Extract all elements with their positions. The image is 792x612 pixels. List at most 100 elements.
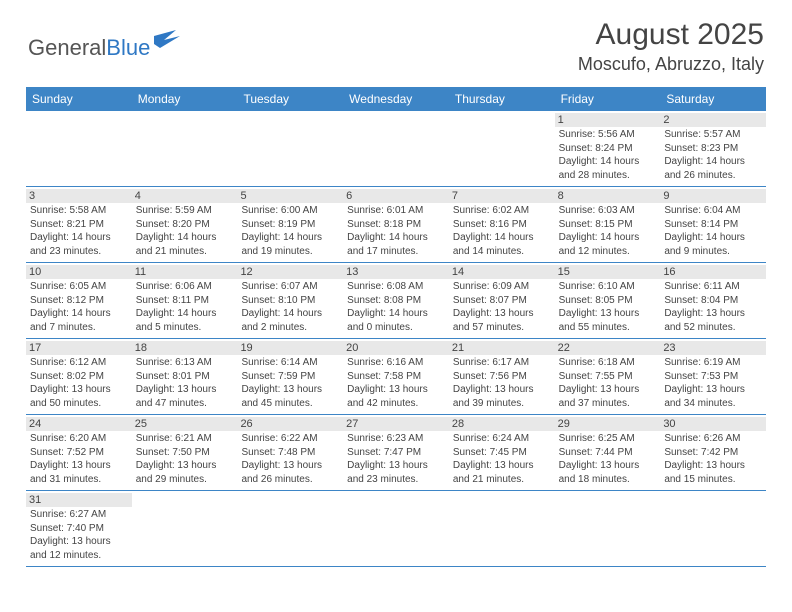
day-info-line: and 12 minutes. bbox=[30, 549, 128, 563]
day-info-line: Sunrise: 6:02 AM bbox=[453, 204, 551, 218]
day-info-line: Sunset: 8:21 PM bbox=[30, 218, 128, 232]
calendar-cell: 28Sunrise: 6:24 AMSunset: 7:45 PMDayligh… bbox=[449, 415, 555, 490]
calendar-row: 10Sunrise: 6:05 AMSunset: 8:12 PMDayligh… bbox=[26, 263, 766, 339]
day-info-line: Sunrise: 6:17 AM bbox=[453, 356, 551, 370]
calendar-cell: 22Sunrise: 6:18 AMSunset: 7:55 PMDayligh… bbox=[555, 339, 661, 414]
day-number: 30 bbox=[660, 417, 766, 431]
day-info-line: Sunset: 7:52 PM bbox=[30, 446, 128, 460]
day-info-line: and 14 minutes. bbox=[453, 245, 551, 259]
day-info: Sunrise: 5:56 AMSunset: 8:24 PMDaylight:… bbox=[559, 128, 657, 182]
day-info-line: Daylight: 13 hours bbox=[347, 383, 445, 397]
day-info-line: Daylight: 14 hours bbox=[241, 307, 339, 321]
day-info: Sunrise: 6:17 AMSunset: 7:56 PMDaylight:… bbox=[453, 356, 551, 410]
day-info-line: Sunset: 7:48 PM bbox=[241, 446, 339, 460]
calendar-cell: 5Sunrise: 6:00 AMSunset: 8:19 PMDaylight… bbox=[237, 187, 343, 262]
day-info-line: Sunset: 8:10 PM bbox=[241, 294, 339, 308]
month-title: August 2025 bbox=[578, 18, 764, 52]
day-info: Sunrise: 6:02 AMSunset: 8:16 PMDaylight:… bbox=[453, 204, 551, 258]
day-info-line: and 23 minutes. bbox=[30, 245, 128, 259]
calendar-body: .....1Sunrise: 5:56 AMSunset: 8:24 PMDay… bbox=[26, 111, 766, 567]
calendar-cell: 23Sunrise: 6:19 AMSunset: 7:53 PMDayligh… bbox=[660, 339, 766, 414]
calendar-cell: 18Sunrise: 6:13 AMSunset: 8:01 PMDayligh… bbox=[132, 339, 238, 414]
day-info-line: Sunset: 8:11 PM bbox=[136, 294, 234, 308]
day-info: Sunrise: 6:16 AMSunset: 7:58 PMDaylight:… bbox=[347, 356, 445, 410]
day-info-line: Sunrise: 5:58 AM bbox=[30, 204, 128, 218]
day-info-line: Daylight: 14 hours bbox=[559, 231, 657, 245]
day-info-line: Sunset: 8:08 PM bbox=[347, 294, 445, 308]
day-info-line: Daylight: 13 hours bbox=[241, 383, 339, 397]
calendar-cell: 4Sunrise: 5:59 AMSunset: 8:20 PMDaylight… bbox=[132, 187, 238, 262]
day-info-line: and 21 minutes. bbox=[136, 245, 234, 259]
day-info-line: Sunset: 8:05 PM bbox=[559, 294, 657, 308]
day-info-line: Sunset: 7:56 PM bbox=[453, 370, 551, 384]
day-info-line: Sunset: 7:44 PM bbox=[559, 446, 657, 460]
calendar-cell: 27Sunrise: 6:23 AMSunset: 7:47 PMDayligh… bbox=[343, 415, 449, 490]
day-info-line: Sunrise: 5:57 AM bbox=[664, 128, 762, 142]
day-number: 7 bbox=[449, 189, 555, 203]
day-info: Sunrise: 5:59 AMSunset: 8:20 PMDaylight:… bbox=[136, 204, 234, 258]
day-number: 2 bbox=[660, 113, 766, 127]
day-info-line: Sunrise: 6:00 AM bbox=[241, 204, 339, 218]
day-info-line: Daylight: 13 hours bbox=[453, 383, 551, 397]
day-info: Sunrise: 6:04 AMSunset: 8:14 PMDaylight:… bbox=[664, 204, 762, 258]
calendar-cell: 2Sunrise: 5:57 AMSunset: 8:23 PMDaylight… bbox=[660, 111, 766, 186]
day-info-line: and 52 minutes. bbox=[664, 321, 762, 335]
day-info-line: Sunrise: 6:24 AM bbox=[453, 432, 551, 446]
header: GeneralBlue August 2025 Moscufo, Abruzzo… bbox=[0, 0, 792, 83]
day-info: Sunrise: 6:09 AMSunset: 8:07 PMDaylight:… bbox=[453, 280, 551, 334]
day-info-line: and 28 minutes. bbox=[559, 169, 657, 183]
day-number: 17 bbox=[26, 341, 132, 355]
day-info-line: and 39 minutes. bbox=[453, 397, 551, 411]
day-info: Sunrise: 6:14 AMSunset: 7:59 PMDaylight:… bbox=[241, 356, 339, 410]
day-info: Sunrise: 6:07 AMSunset: 8:10 PMDaylight:… bbox=[241, 280, 339, 334]
day-info-line: Daylight: 13 hours bbox=[664, 459, 762, 473]
calendar-cell: 29Sunrise: 6:25 AMSunset: 7:44 PMDayligh… bbox=[555, 415, 661, 490]
calendar-cell: 16Sunrise: 6:11 AMSunset: 8:04 PMDayligh… bbox=[660, 263, 766, 338]
day-info-line: Sunrise: 6:07 AM bbox=[241, 280, 339, 294]
day-info: Sunrise: 5:58 AMSunset: 8:21 PMDaylight:… bbox=[30, 204, 128, 258]
day-info-line: Daylight: 13 hours bbox=[241, 459, 339, 473]
day-info-line: and 19 minutes. bbox=[241, 245, 339, 259]
day-info-line: Sunrise: 6:14 AM bbox=[241, 356, 339, 370]
day-number: 10 bbox=[26, 265, 132, 279]
day-number: 26 bbox=[237, 417, 343, 431]
day-info: Sunrise: 5:57 AMSunset: 8:23 PMDaylight:… bbox=[664, 128, 762, 182]
day-number: 24 bbox=[26, 417, 132, 431]
calendar-cell: 25Sunrise: 6:21 AMSunset: 7:50 PMDayligh… bbox=[132, 415, 238, 490]
day-info-line: Sunset: 8:23 PM bbox=[664, 142, 762, 156]
flag-icon bbox=[154, 28, 180, 54]
calendar-cell: 8Sunrise: 6:03 AMSunset: 8:15 PMDaylight… bbox=[555, 187, 661, 262]
day-info-line: Sunrise: 6:20 AM bbox=[30, 432, 128, 446]
day-info-line: Daylight: 14 hours bbox=[347, 307, 445, 321]
day-info-line: Sunset: 7:58 PM bbox=[347, 370, 445, 384]
calendar-cell: 15Sunrise: 6:10 AMSunset: 8:05 PMDayligh… bbox=[555, 263, 661, 338]
weekday-saturday: Saturday bbox=[660, 87, 766, 111]
day-info-line: and 5 minutes. bbox=[136, 321, 234, 335]
day-info-line: Sunset: 8:14 PM bbox=[664, 218, 762, 232]
day-number: 28 bbox=[449, 417, 555, 431]
calendar-cell: 20Sunrise: 6:16 AMSunset: 7:58 PMDayligh… bbox=[343, 339, 449, 414]
calendar-cell: . bbox=[237, 111, 343, 186]
day-info-line: Sunset: 7:40 PM bbox=[30, 522, 128, 536]
weekday-wednesday: Wednesday bbox=[343, 87, 449, 111]
day-number: 4 bbox=[132, 189, 238, 203]
day-number: 13 bbox=[343, 265, 449, 279]
day-info-line: and 34 minutes. bbox=[664, 397, 762, 411]
weekday-tuesday: Tuesday bbox=[237, 87, 343, 111]
day-info-line: Daylight: 13 hours bbox=[136, 383, 234, 397]
day-info-line: and 2 minutes. bbox=[241, 321, 339, 335]
day-info: Sunrise: 6:25 AMSunset: 7:44 PMDaylight:… bbox=[559, 432, 657, 486]
day-info: Sunrise: 6:27 AMSunset: 7:40 PMDaylight:… bbox=[30, 508, 128, 562]
calendar-cell: . bbox=[343, 111, 449, 186]
day-info: Sunrise: 6:22 AMSunset: 7:48 PMDaylight:… bbox=[241, 432, 339, 486]
day-info-line: Daylight: 13 hours bbox=[136, 459, 234, 473]
day-info-line: Sunrise: 6:22 AM bbox=[241, 432, 339, 446]
day-info-line: and 9 minutes. bbox=[664, 245, 762, 259]
day-number: 6 bbox=[343, 189, 449, 203]
day-info: Sunrise: 6:20 AMSunset: 7:52 PMDaylight:… bbox=[30, 432, 128, 486]
day-number: 23 bbox=[660, 341, 766, 355]
day-info-line: Sunset: 8:19 PM bbox=[241, 218, 339, 232]
day-info-line: and 37 minutes. bbox=[559, 397, 657, 411]
calendar-cell: 24Sunrise: 6:20 AMSunset: 7:52 PMDayligh… bbox=[26, 415, 132, 490]
day-info-line: and 12 minutes. bbox=[559, 245, 657, 259]
